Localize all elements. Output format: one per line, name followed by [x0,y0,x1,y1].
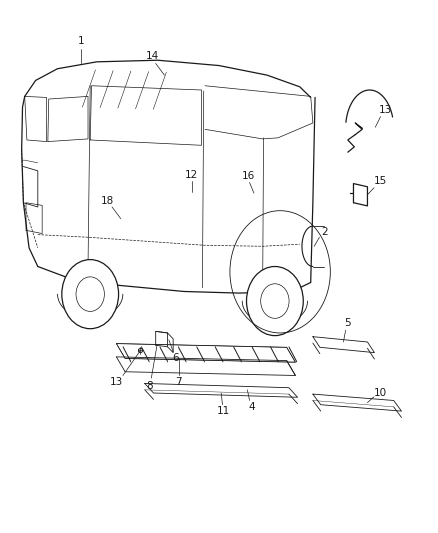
Text: 2: 2 [321,227,328,237]
Circle shape [261,284,289,318]
Text: 16: 16 [242,171,255,181]
Text: 12: 12 [185,170,198,180]
Text: 7: 7 [176,377,182,387]
Circle shape [247,266,303,336]
Text: 13: 13 [110,377,123,387]
Circle shape [62,260,119,329]
Text: 4: 4 [248,402,254,413]
Text: 5: 5 [345,318,351,328]
Text: 11: 11 [217,406,230,416]
Text: 10: 10 [374,388,387,398]
Circle shape [76,277,104,311]
Text: 18: 18 [101,196,114,206]
Text: 6: 6 [172,353,179,364]
Text: 15: 15 [374,176,387,187]
Text: 8: 8 [147,381,153,391]
Text: 14: 14 [146,51,159,61]
Text: 13: 13 [379,104,392,115]
Text: 1: 1 [78,36,85,45]
